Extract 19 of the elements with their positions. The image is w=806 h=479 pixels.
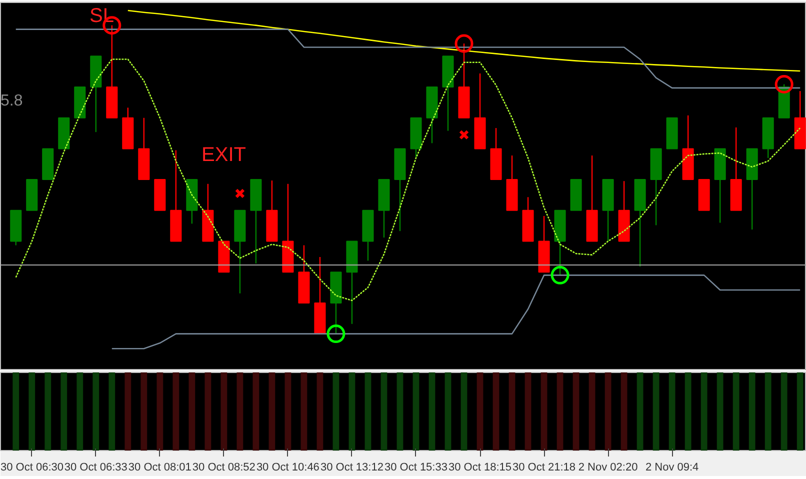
x-tick-label: 30 Oct 06:30 (0, 462, 64, 474)
point (774, 75, 794, 94)
x-tick-label: 30 Oct 13:12 (320, 462, 384, 474)
point (550, 266, 570, 284)
point (458, 130, 470, 140)
x-tick-label: 30 Oct 08:52 (192, 462, 256, 474)
x-tick-label: 30 Oct 18:15 (448, 462, 512, 474)
x-tick-label: 30 Oct 06:33 (64, 462, 128, 474)
point (454, 34, 474, 53)
point (326, 324, 346, 344)
x-tick-label: 2 Nov 09:4 (645, 462, 699, 474)
x-tick-label: 30 Oct 15:33 (384, 462, 448, 474)
x-tick-label: 30 Oct 08:01 (128, 462, 192, 474)
annotation: 5.8 (0, 92, 23, 110)
x-tick-label: 30 Oct 21:18 (512, 462, 576, 474)
x-tick-label: 2 Nov 02:20 (578, 462, 638, 474)
annotation: EXIT (202, 144, 246, 166)
x-tick-label: 30 Oct 10:46 (256, 462, 320, 474)
point (234, 188, 245, 198)
